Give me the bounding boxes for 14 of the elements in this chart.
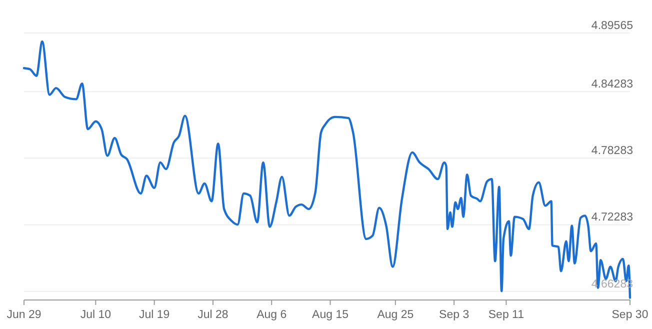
x-tick-label: Sep 11 [488,309,524,321]
x-tick-label: Sep 3 [439,309,470,321]
x-tick-label: Jul 19 [138,309,170,321]
y-tick-label: 4.89565 [591,20,633,32]
x-tick-label: Aug 15 [312,309,348,321]
x-tick-label: Sep 30 [612,309,648,321]
x-tick-label: Aug 6 [256,309,287,321]
x-tick-label: Jul 10 [80,309,112,321]
y-tick-label: 4.78283 [591,145,633,158]
y-tick-label: 4.72283 [591,212,633,224]
x-tick-label: Jun 29 [6,309,42,321]
y-tick-label: 4.84283 [591,78,633,91]
x-tick-label: Jul 28 [198,309,228,321]
x-tick-label: Aug 25 [377,309,414,321]
